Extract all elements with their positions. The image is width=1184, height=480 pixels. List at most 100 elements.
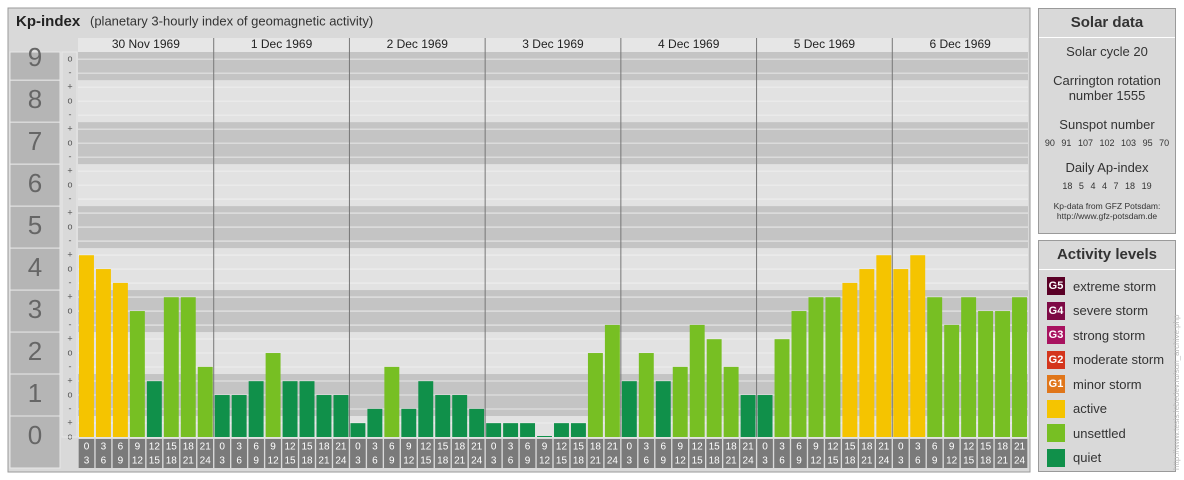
text: number 1555 (1068, 88, 1146, 103)
minor-label: o (67, 389, 72, 399)
day-label: 6 Dec 1969 (929, 37, 991, 51)
ap-value: 7 (1113, 181, 1119, 191)
hour-from: 6 (389, 442, 395, 453)
hour-box (757, 439, 773, 468)
hour-box (994, 439, 1011, 468)
hour-box (740, 439, 756, 468)
hour-box (960, 439, 977, 468)
minor-label: o (67, 221, 72, 231)
hour-from: 18 (997, 442, 1009, 453)
hour-box (876, 439, 892, 468)
day-label: 5 Dec 1969 (794, 37, 856, 51)
bar (129, 311, 145, 437)
y-tick-label: 3 (28, 294, 42, 324)
y-label-box (9, 289, 61, 333)
bar (995, 311, 1011, 437)
hour-to: 15 (827, 456, 839, 467)
hour-box (655, 439, 672, 468)
bar (469, 408, 485, 437)
hour-box (333, 439, 349, 468)
sunspot-label: Sunspot number (1059, 117, 1155, 132)
hour-to: 12 (946, 456, 958, 467)
day-label: 1 Dec 1969 (251, 37, 313, 51)
hour-to: 21 (861, 456, 873, 467)
hour-to: 6 (915, 456, 921, 467)
hour-to: 6 (372, 456, 378, 467)
sunspot-number: 70 (1159, 138, 1170, 148)
hour-box (350, 439, 366, 468)
bar (520, 423, 536, 437)
hour-box (384, 439, 400, 468)
minor-label: - (69, 319, 72, 329)
minor-label: - (69, 403, 72, 413)
bar (486, 423, 502, 437)
source: Kp-data from GFZ Potsdam: http://www.gfz-… (1039, 201, 1175, 221)
hour-to: 15 (692, 456, 704, 467)
hour-box (485, 439, 502, 468)
bar (961, 297, 977, 437)
sunspot-number: 95 (1142, 138, 1153, 148)
minor-label: - (69, 151, 72, 161)
bar (791, 311, 807, 437)
bar (859, 269, 875, 437)
level-swatch: G5 (1047, 277, 1065, 296)
hour-from: 6 (796, 442, 802, 453)
ap-value: 18 (1062, 181, 1073, 191)
hour-from: 3 (372, 442, 378, 453)
hour-from: 0 (491, 442, 497, 453)
hour-from: 15 (844, 442, 856, 453)
y-tick-label: 6 (28, 168, 42, 198)
hour-box (231, 439, 247, 468)
minor-label: o (67, 263, 72, 273)
hour-box (502, 439, 519, 468)
hour-to: 12 (403, 456, 415, 467)
minor-label: - (69, 68, 72, 78)
hour-from: 15 (709, 442, 721, 453)
hour-from: 21 (878, 442, 890, 453)
hour-box (129, 439, 146, 468)
y-label-box (9, 373, 61, 417)
hour-box (197, 439, 214, 468)
hour-to: 21 (183, 456, 195, 467)
minor-label: o (67, 95, 72, 105)
y-tick-label: 8 (28, 84, 42, 114)
hour-to: 21 (997, 456, 1009, 467)
level-name: severe storm (1073, 303, 1149, 319)
level-item: G3 strong storm (1039, 323, 1175, 348)
sunspot-number: 102 (1099, 138, 1115, 148)
chart-title: Kp-index (16, 13, 81, 30)
minor-label: + (67, 165, 72, 175)
ap-value: 19 (1141, 181, 1152, 191)
hour-from: 18 (318, 442, 330, 453)
level-swatch: G3 (1047, 326, 1065, 345)
hour-to: 12 (675, 456, 687, 467)
level-name: minor storm (1073, 376, 1142, 392)
hour-to: 21 (454, 456, 466, 467)
bar (723, 366, 739, 437)
minor-label: o (67, 54, 72, 64)
hour-from: 3 (508, 442, 514, 453)
bar (350, 423, 366, 437)
bar (95, 269, 111, 437)
hour-from: 9 (406, 442, 412, 453)
minor-label: o (67, 179, 72, 189)
minor-label: o (67, 305, 72, 315)
bar (944, 324, 960, 437)
hour-box (943, 439, 960, 468)
bar (554, 423, 569, 437)
y-tick-label: 7 (28, 126, 42, 156)
hour-box (367, 439, 383, 468)
hour-box (672, 439, 689, 468)
sunspot-number: 90 (1044, 138, 1055, 148)
level-swatch: G2 (1047, 350, 1065, 369)
y-tick-label: 2 (28, 336, 42, 366)
hour-to: 12 (810, 456, 822, 467)
y-tick-label: 4 (28, 252, 42, 282)
hour-box (468, 439, 485, 468)
hour-to: 9 (660, 456, 666, 467)
hour-to: 9 (118, 456, 124, 467)
hour-to: 9 (389, 456, 395, 467)
hour-to: 3 (627, 456, 633, 467)
sunspot-numbers: 90 91 107 102 103 95 70 (1039, 138, 1175, 148)
minor-label: - (69, 109, 72, 119)
